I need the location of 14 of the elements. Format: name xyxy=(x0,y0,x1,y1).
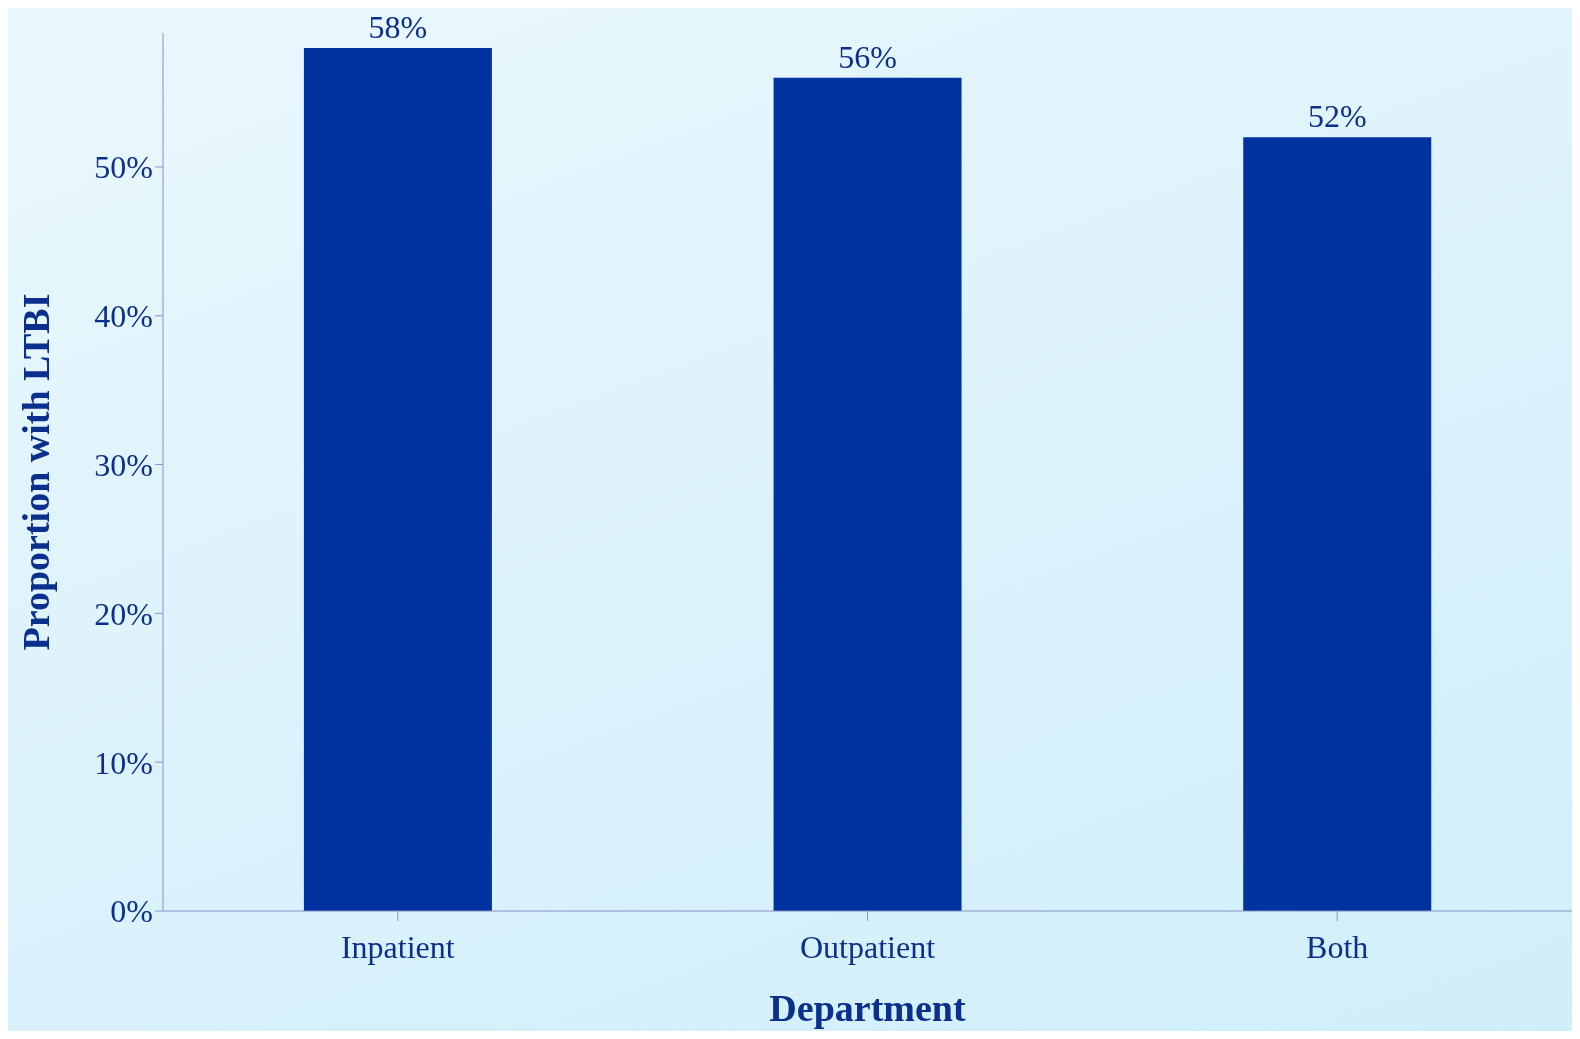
y-tick-label: 30% xyxy=(94,446,153,483)
x-axis-title: Department xyxy=(769,987,966,1029)
y-tick-label: 0% xyxy=(110,893,153,930)
x-tick-label: Outpatient xyxy=(799,928,936,965)
y-tick-label: 20% xyxy=(94,595,153,632)
y-tick-label: 40% xyxy=(94,298,153,335)
y-tick-label: 50% xyxy=(94,149,153,186)
x-tick-label: Inpatient xyxy=(340,928,455,965)
data-label: 58% xyxy=(368,8,428,45)
data-label: 56% xyxy=(838,38,897,75)
y-tick-label: 10% xyxy=(94,744,153,781)
x-tick-label: Both xyxy=(1306,928,1369,965)
data-label: 52% xyxy=(1307,98,1367,135)
y-axis-title: Proportion with LTBI xyxy=(15,293,58,651)
